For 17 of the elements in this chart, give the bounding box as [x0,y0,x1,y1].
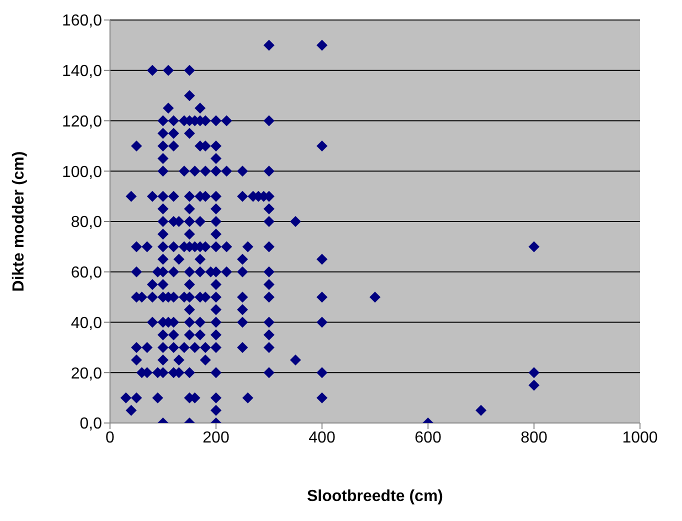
y-tick-label: 100,0 [62,164,102,181]
x-tick-label: 800 [520,429,548,446]
y-tick-label: 60,0 [70,264,102,282]
y-tick-label: 80,0 [70,214,102,232]
y-tick-label: 120,0 [62,113,102,130]
y-tick-label: 0,0 [80,416,102,433]
x-tick-label: 200 [202,429,230,446]
x-tick-label: 600 [414,429,442,446]
y-tick-label: 20,0 [70,365,102,382]
x-tick-label: 400 [308,429,336,446]
x-axis-title: Slootbreedte (cm) [306,488,444,505]
y-axis-title: Dikte modder (cm) [10,151,28,292]
x-tick-label: 1000 [622,429,658,446]
y-tick-label: 160,0 [62,12,102,30]
x-tick-label: 0 [106,429,115,446]
y-tick-label: 40,0 [70,314,102,332]
y-tick-label: 140,0 [62,63,102,80]
